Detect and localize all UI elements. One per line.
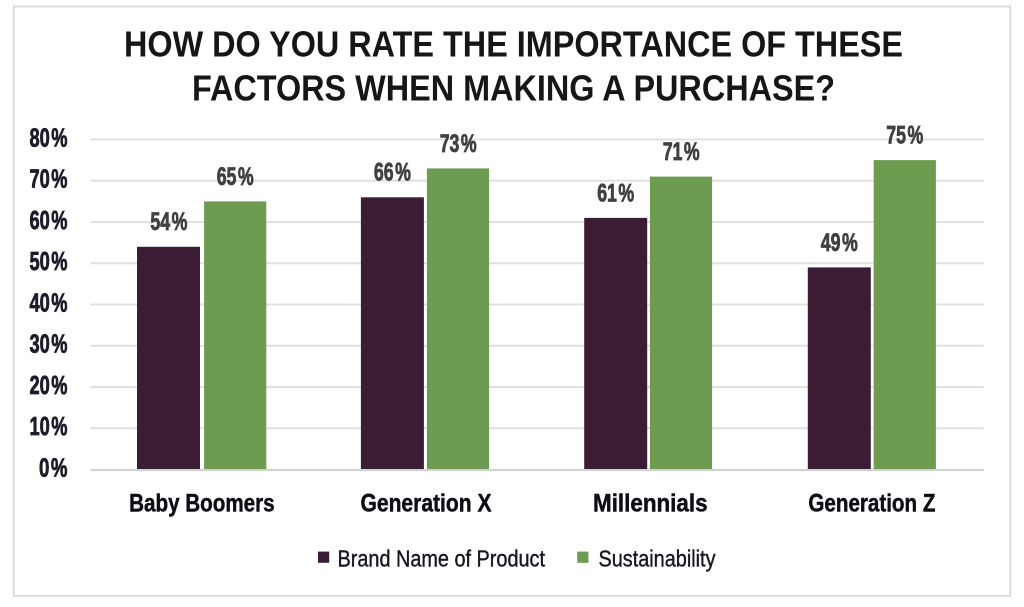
svg-text:10 %: 10 % — [30, 413, 68, 441]
svg-text:Millennials: Millennials — [593, 490, 708, 518]
svg-text:Generation Z: Generation Z — [808, 490, 935, 518]
svg-text:71 %: 71 % — [663, 138, 700, 166]
svg-text:60 %: 60 % — [30, 207, 68, 235]
svg-text:70 %: 70 % — [30, 166, 68, 194]
svg-text:49 %: 49 % — [821, 229, 858, 257]
svg-text:75 %: 75 % — [886, 122, 923, 150]
svg-text:66 %: 66 % — [374, 159, 411, 187]
svg-text:65 %: 65 % — [217, 163, 254, 191]
svg-text:50 %: 50 % — [30, 248, 68, 276]
svg-text:61 %: 61 % — [597, 179, 634, 207]
svg-text:73 %: 73 % — [440, 130, 477, 158]
svg-text:0 %: 0 % — [39, 454, 68, 482]
svg-text:Brand Name of Product: Brand Name of Product — [338, 546, 546, 572]
svg-text:80 %: 80 % — [30, 124, 68, 152]
svg-text:30 %: 30 % — [30, 331, 68, 359]
svg-text:FACTORS WHEN MAKING A PURCHASE: FACTORS WHEN MAKING A PURCHASE? — [192, 67, 835, 108]
svg-text:Sustainability: Sustainability — [599, 546, 716, 572]
svg-text:40 %: 40 % — [30, 289, 68, 317]
svg-text:HOW DO YOU RATE THE IMPORTANCE: HOW DO YOU RATE THE IMPORTANCE OF THESE — [124, 24, 903, 65]
svg-text:Generation X: Generation X — [361, 490, 492, 518]
svg-text:Baby Boomers: Baby Boomers — [129, 490, 275, 518]
svg-text:54 %: 54 % — [150, 208, 187, 236]
svg-text:20 %: 20 % — [30, 372, 68, 400]
